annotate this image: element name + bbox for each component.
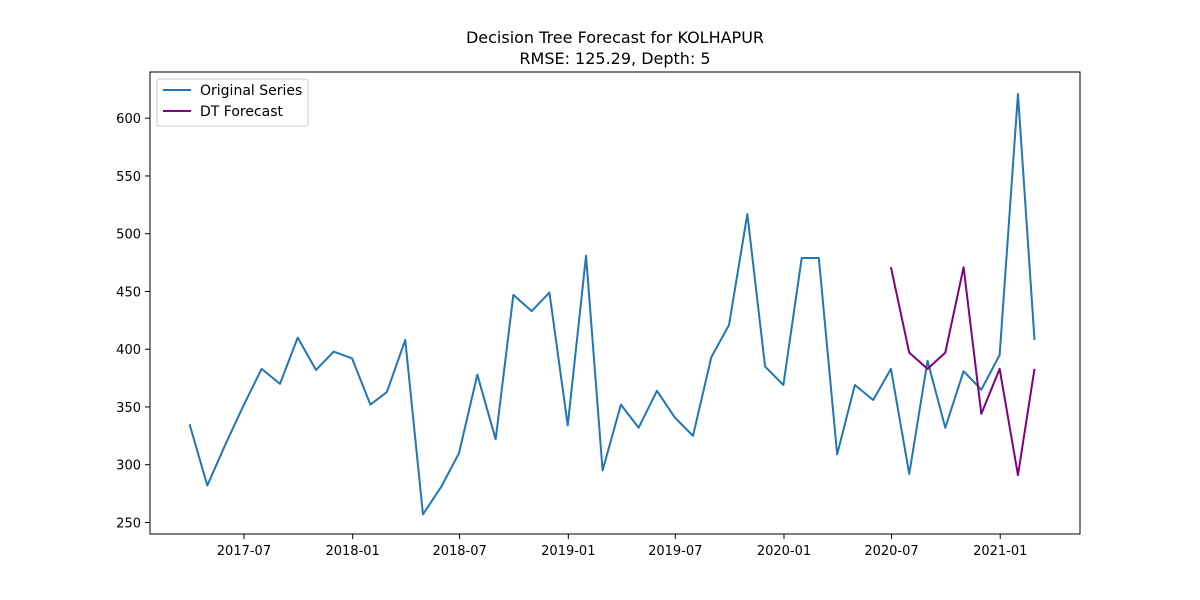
y-tick-label: 500 (116, 228, 141, 243)
x-tick-label: 2017-07 (217, 544, 271, 559)
plot-area: 2017-07 2018-01 2018-07 2019-01 2019-07 2020-… (116, 71, 1081, 559)
series-line-original-series (188, 92, 1036, 516)
x-tick-label: 2018-07 (432, 544, 486, 559)
y-tick-label: 600 (116, 112, 141, 127)
legend-label-dt-forecast: DT Forecast (200, 104, 284, 120)
y-tick-label: 550 (116, 170, 141, 185)
y-tick-label: 350 (116, 401, 141, 416)
legend: Original Series DT Forecast (156, 78, 309, 127)
x-tick-label: 2021-01 (973, 544, 1027, 559)
x-tick-label: 2019-01 (541, 544, 595, 559)
y-tick-label: 250 (116, 516, 141, 531)
chart-title: Decision Tree Forecast for KOLHAPUR (466, 28, 764, 47)
x-tick-label: 2020-01 (757, 544, 811, 559)
legend-label-original-series: Original Series (200, 83, 302, 99)
axes-frame (149, 71, 1081, 535)
y-tick-label: 400 (116, 343, 141, 358)
series-line-dt-forecast (889, 266, 1036, 477)
x-tick-label: 2019-07 (648, 544, 702, 559)
x-tick-label: 2020-07 (864, 544, 918, 559)
y-tick-label: 300 (116, 459, 141, 474)
y-tick-label: 450 (116, 285, 141, 300)
chart-subtitle: RMSE: 125.29, Depth: 5 (519, 49, 710, 68)
legend-box (156, 78, 309, 127)
x-tick-label: 2018-01 (325, 544, 379, 559)
